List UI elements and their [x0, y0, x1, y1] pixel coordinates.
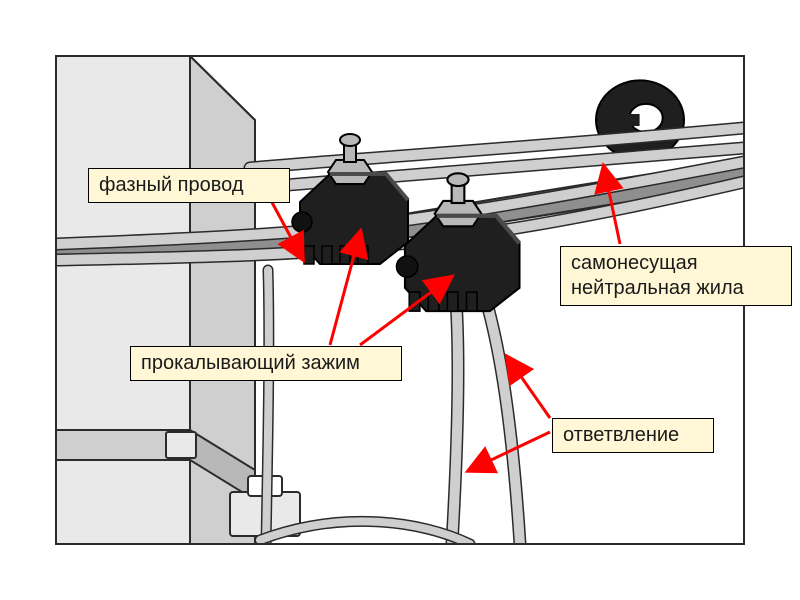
diagram-stage: { "canvas": { "width": 800, "height": 60…: [0, 0, 800, 600]
label-phase-wire: фазный провод: [88, 168, 290, 203]
label-neutral-core: самонесущая нейтральная жила: [560, 246, 792, 306]
label-piercing-clamp: прокалывающий зажим: [130, 346, 402, 381]
label-branch: ответвление: [552, 418, 714, 453]
